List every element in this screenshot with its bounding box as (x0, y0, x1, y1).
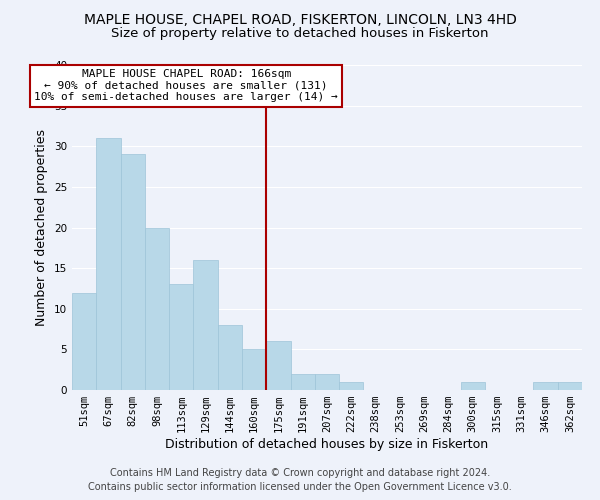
Bar (315, 374, 339, 390)
Y-axis label: Number of detached properties: Number of detached properties (35, 129, 49, 326)
Bar (533, 382, 558, 390)
Text: Size of property relative to detached houses in Fiskerton: Size of property relative to detached ho… (111, 28, 489, 40)
Text: MAPLE HOUSE CHAPEL ROAD: 166sqm
← 90% of detached houses are smaller (131)
10% o: MAPLE HOUSE CHAPEL ROAD: 166sqm ← 90% of… (34, 69, 338, 102)
Bar (218, 325, 242, 390)
Bar (242, 350, 266, 390)
X-axis label: Distribution of detached houses by size in Fiskerton: Distribution of detached houses by size … (166, 438, 488, 451)
Bar (96, 138, 121, 390)
Text: Contains HM Land Registry data © Crown copyright and database right 2024.
Contai: Contains HM Land Registry data © Crown c… (88, 468, 512, 492)
Bar (558, 382, 582, 390)
Bar (121, 154, 145, 390)
Bar (266, 341, 290, 390)
Bar (169, 284, 193, 390)
Bar (145, 228, 169, 390)
Text: MAPLE HOUSE, CHAPEL ROAD, FISKERTON, LINCOLN, LN3 4HD: MAPLE HOUSE, CHAPEL ROAD, FISKERTON, LIN… (83, 12, 517, 26)
Bar (290, 374, 315, 390)
Bar (72, 292, 96, 390)
Bar (461, 382, 485, 390)
Bar (339, 382, 364, 390)
Bar (193, 260, 218, 390)
